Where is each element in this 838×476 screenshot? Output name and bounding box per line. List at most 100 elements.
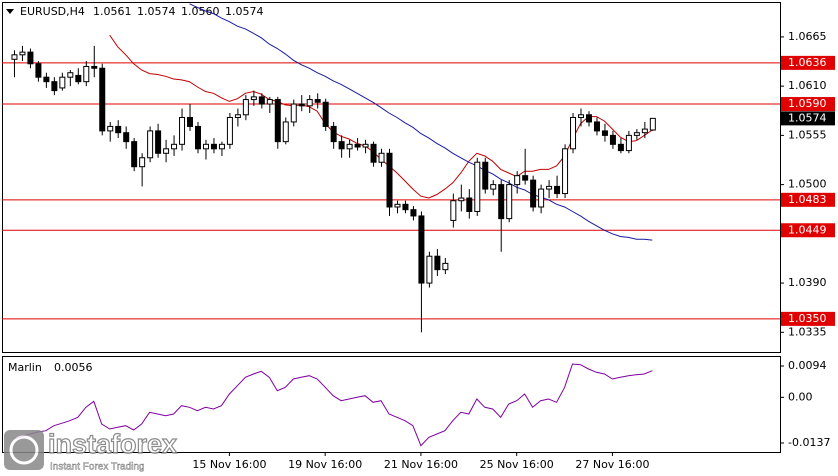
candle-body	[482, 161, 489, 190]
candle-body	[633, 132, 640, 136]
y-tick-label: 1.0665	[788, 30, 827, 43]
candle-body	[338, 141, 345, 150]
candle-body	[131, 141, 138, 168]
candle-body	[578, 114, 585, 118]
candle-body	[218, 143, 225, 150]
candle-body	[75, 74, 82, 83]
x-tick-label: 21 Nov 16:00	[384, 458, 458, 471]
y-tick-label: 1.0555	[788, 128, 827, 141]
candle-body	[386, 152, 393, 208]
candle-body	[426, 255, 433, 284]
quote: 1.0574	[137, 5, 176, 18]
logo-name: instaforex	[48, 429, 177, 459]
candle-body	[490, 184, 497, 190]
quote: 1.0574	[225, 5, 264, 18]
last-price-box	[781, 111, 835, 126]
header: EURUSD,H4 1.0561 1.0574 1.0560 1.0574	[20, 5, 264, 18]
candle-body	[362, 143, 369, 148]
y-tick-label: 0.0094	[788, 359, 827, 372]
candle-body	[330, 125, 337, 143]
y-tick-label: 1.0500	[788, 178, 827, 191]
candle-body	[19, 51, 26, 56]
symbol: EURUSD,H4	[20, 5, 85, 18]
candle-body	[410, 209, 417, 217]
indicator-name: Marlin	[8, 361, 42, 374]
indicator-value: 0.0056	[54, 361, 93, 374]
candle-body	[418, 215, 425, 284]
candle-body	[282, 121, 289, 143]
candle-body	[258, 96, 265, 105]
candle-body	[474, 161, 481, 212]
candle-body	[506, 184, 513, 220]
candle-body	[67, 72, 74, 78]
level-label-box	[781, 311, 835, 326]
candle-body	[538, 188, 545, 208]
quote: 1.0561	[93, 5, 132, 18]
candle-body	[442, 262, 449, 271]
quote: 1.0560	[181, 5, 220, 18]
level-label: 1.0350	[788, 312, 827, 325]
candle-body	[163, 148, 170, 154]
candle-body	[378, 152, 385, 163]
candle-body	[91, 65, 98, 69]
candle-body	[171, 143, 178, 150]
candle-body	[202, 143, 209, 150]
candle-body	[322, 101, 329, 127]
candle-body	[601, 130, 608, 136]
candle-body	[641, 128, 648, 134]
candle-body	[51, 81, 58, 92]
candle-body	[35, 63, 42, 78]
y-tick-label: 1.0610	[788, 79, 827, 92]
moving-average	[189, 3, 653, 241]
candle-body	[43, 76, 50, 83]
candle-body	[394, 203, 401, 208]
candle-body	[514, 175, 521, 186]
candle-body	[466, 197, 473, 212]
level-label-box	[781, 192, 835, 207]
level-label: 1.0483	[788, 193, 827, 206]
candle-body	[649, 117, 656, 131]
candle-body	[625, 134, 632, 152]
candle-body	[522, 175, 529, 181]
candle-body	[11, 54, 18, 60]
candle-body	[210, 143, 217, 150]
level-label-box	[781, 55, 835, 70]
candle-body	[314, 99, 321, 103]
logo-tagline: Instant Forex Trading	[50, 462, 145, 473]
candle-body	[27, 51, 34, 65]
candle-body	[498, 184, 505, 220]
indicator-panel	[2, 356, 781, 453]
last-price-label: 1.0574	[788, 111, 827, 124]
candle-body	[434, 255, 441, 271]
indicator-line	[13, 363, 653, 447]
candle-body	[402, 203, 409, 211]
candle-body	[187, 116, 194, 127]
candle-body	[354, 143, 361, 148]
candle-body	[593, 121, 600, 132]
level-label: 1.0590	[788, 97, 827, 110]
candle-body	[617, 143, 624, 152]
candle-body	[609, 134, 616, 145]
candle-body	[242, 99, 249, 116]
x-tick-label: 25 Nov 16:00	[480, 458, 554, 471]
candle-body	[530, 179, 537, 208]
candle-body	[266, 99, 273, 105]
candle-body	[147, 130, 154, 159]
menu-arrow	[6, 9, 14, 14]
level-label-box	[781, 97, 835, 112]
x-tick-label: 15 Nov 16:00	[192, 458, 266, 471]
candle-body	[179, 116, 186, 145]
candle-body	[59, 76, 66, 89]
candle-body	[274, 99, 281, 143]
candle-body	[115, 125, 122, 134]
candle-body	[139, 157, 146, 168]
candle-body	[554, 185, 561, 195]
x-tick-label: 27 Nov 16:00	[575, 458, 649, 471]
candle-body	[234, 114, 241, 118]
candle-body	[370, 143, 377, 163]
candle-body	[458, 197, 465, 202]
level-label-box	[781, 223, 835, 238]
candle-body	[546, 185, 553, 190]
logo: instaforex Instant Forex Trading	[4, 429, 178, 473]
